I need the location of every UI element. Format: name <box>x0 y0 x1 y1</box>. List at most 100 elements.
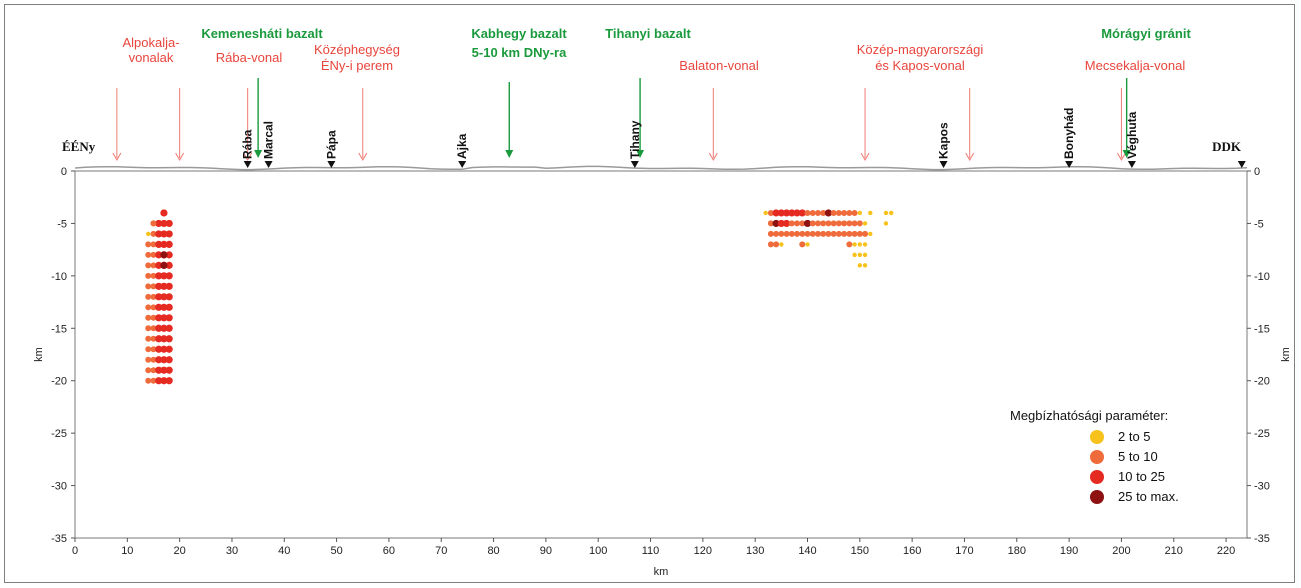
point-class-10-25 <box>165 314 173 322</box>
structural-line-arrow <box>860 88 870 162</box>
y-tick-label-right: -20 <box>1254 376 1270 388</box>
legend-entry-label: 10 to 25 <box>1118 469 1165 484</box>
point-class-5-10 <box>773 230 780 237</box>
town-label: Kapos <box>937 122 951 159</box>
point-class-5-10 <box>150 346 157 353</box>
point-class-5-10 <box>788 230 795 237</box>
point-class-10-25 <box>165 335 173 343</box>
y-axis-label-right: km <box>1280 347 1292 362</box>
point-class-25-max <box>803 219 812 228</box>
town-marker <box>264 161 273 168</box>
point-class-10-25 <box>165 293 173 301</box>
x-tick-label: 190 <box>1060 545 1078 557</box>
point-class-5-10 <box>150 367 157 374</box>
point-class-2-5 <box>857 252 863 258</box>
point-class-10-25 <box>155 230 163 238</box>
point-class-5-10 <box>856 230 863 237</box>
point-class-10-25 <box>160 356 168 364</box>
rock-body-arrow <box>636 78 645 158</box>
point-class-5-10 <box>150 251 157 258</box>
point-class-10-25 <box>160 219 168 228</box>
town-marker <box>1127 161 1136 168</box>
point-class-5-10 <box>767 230 774 237</box>
point-class-5-10 <box>145 314 152 321</box>
y-tick-label-left: -35 <box>51 533 67 545</box>
x-tick-label: 170 <box>955 545 973 557</box>
point-class-10-25 <box>165 272 173 280</box>
point-class-5-10 <box>841 230 848 237</box>
town-label: Pápa <box>324 130 338 159</box>
structural-line-label: Közép-magyarországi <box>857 42 984 57</box>
point-class-5-10 <box>830 209 837 216</box>
point-class-5-10 <box>145 241 152 248</box>
y-tick-label-right: -35 <box>1254 533 1270 545</box>
legend-swatch <box>1090 430 1104 444</box>
point-class-10-25 <box>160 230 168 238</box>
point-class-5-10 <box>767 220 774 227</box>
point-class-5-10 <box>799 241 806 248</box>
point-class-5-10 <box>778 230 785 237</box>
point-class-2-5 <box>868 210 873 216</box>
point-class-25-max <box>160 261 168 269</box>
point-class-25-max <box>772 219 780 228</box>
point-class-5-10 <box>150 356 157 363</box>
point-class-5-10 <box>150 262 157 269</box>
x-tick-label: 140 <box>798 545 816 557</box>
point-class-10-25 <box>155 345 163 353</box>
surface-profile-line <box>74 165 1248 171</box>
point-class-5-10 <box>783 230 790 237</box>
town-marker <box>630 161 639 168</box>
point-class-10-25 <box>160 303 168 311</box>
point-class-10-25 <box>160 293 168 301</box>
point-class-10-25 <box>165 303 173 311</box>
point-class-2-5 <box>889 210 894 216</box>
point-class-10-25 <box>777 219 785 228</box>
point-class-5-10 <box>145 325 152 332</box>
point-class-2-5 <box>779 242 784 247</box>
point-class-5-10 <box>809 230 816 237</box>
x-tick-label: 50 <box>330 545 342 557</box>
structural-line-label: Balaton-vonal <box>679 58 759 73</box>
y-tick-label-left: -5 <box>57 218 67 230</box>
point-class-10-25 <box>798 209 806 217</box>
point-class-5-10 <box>150 272 157 279</box>
town-marker <box>458 161 467 168</box>
point-class-10-25 <box>155 335 163 343</box>
town-label: Rába <box>241 129 255 159</box>
point-class-10-25 <box>782 209 791 217</box>
y-tick-label-right: -25 <box>1254 428 1270 440</box>
point-class-5-10 <box>820 220 827 227</box>
point-class-2-5 <box>862 221 868 226</box>
x-tick-label: 10 <box>121 545 133 557</box>
point-class-5-10 <box>150 314 157 321</box>
point-class-5-10 <box>814 209 821 216</box>
point-class-5-10 <box>788 220 795 227</box>
point-class-5-10 <box>841 209 848 216</box>
point-class-5-10 <box>150 325 157 332</box>
y-tick-label-left: -20 <box>51 376 67 388</box>
x-tick-label: 70 <box>435 545 447 557</box>
point-class-5-10 <box>145 304 152 311</box>
point-class-10-25 <box>782 219 791 228</box>
x-tick-label: 220 <box>1217 545 1235 557</box>
y-axis-label-left: km <box>33 347 45 362</box>
point-class-5-10 <box>862 230 869 237</box>
point-class-10-25 <box>160 282 168 290</box>
point-class-5-10 <box>846 241 853 248</box>
x-tick-label: 210 <box>1165 545 1183 557</box>
profile-end-marker <box>1237 161 1246 168</box>
point-class-10-25 <box>165 356 173 364</box>
point-class-2-5 <box>862 242 868 247</box>
structural-line-label: Rába-vonal <box>216 50 283 65</box>
point-class-5-10 <box>150 230 157 237</box>
point-class-5-10 <box>814 220 821 227</box>
structural-line-label: vonalak <box>129 50 174 65</box>
point-class-10-25 <box>155 303 163 311</box>
y-tick-label-left: -15 <box>51 323 67 335</box>
point-class-5-10 <box>145 356 152 363</box>
rock-body-label: Tihanyi bazalt <box>605 26 691 41</box>
y-tick-label-left: -25 <box>51 428 67 440</box>
town-marker <box>939 161 948 168</box>
point-class-10-25 <box>165 240 173 248</box>
point-class-5-10 <box>767 241 774 248</box>
